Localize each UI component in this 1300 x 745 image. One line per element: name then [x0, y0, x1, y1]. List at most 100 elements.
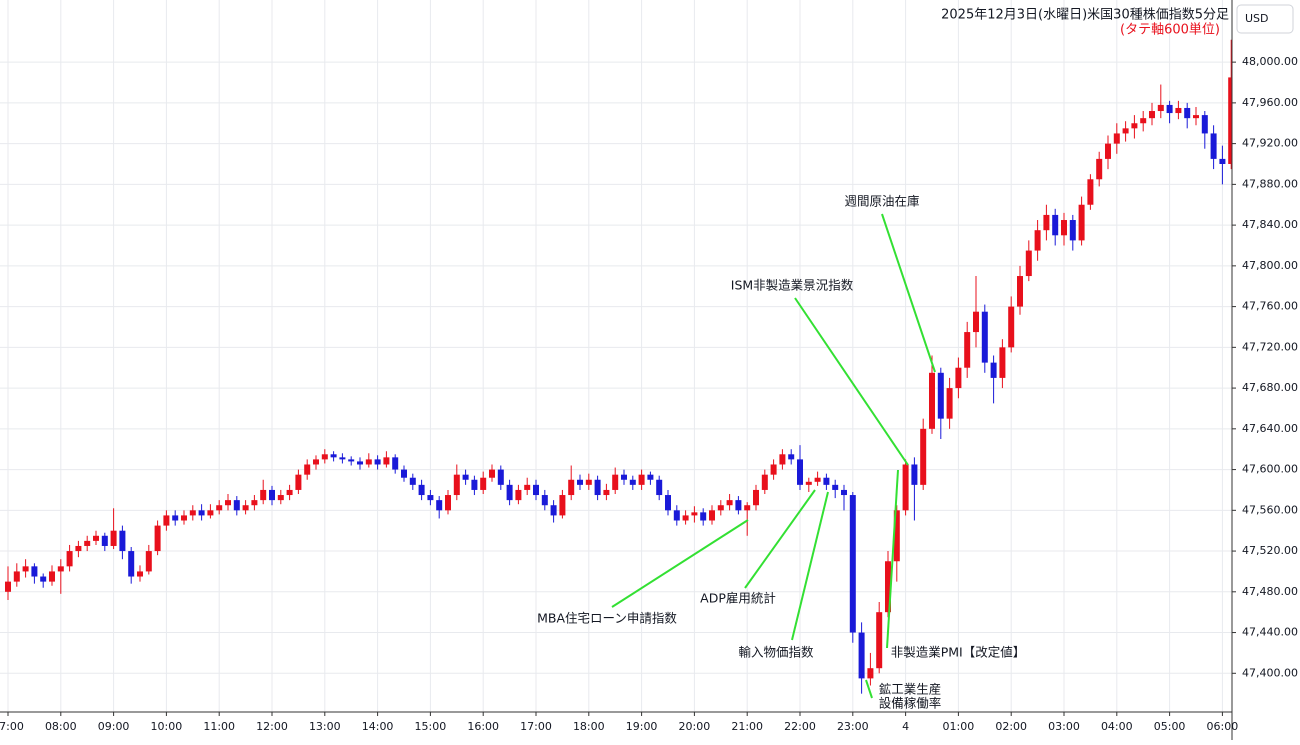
annotation-line — [744, 489, 816, 589]
x-tick-label: 13:00 — [309, 720, 341, 733]
candle-body — [216, 505, 223, 511]
candle-body — [885, 561, 891, 613]
candle-body — [207, 510, 214, 516]
candle-body — [22, 566, 29, 572]
candle-body — [1228, 77, 1232, 164]
candle-body — [31, 566, 38, 577]
x-tick-label: 14:00 — [362, 720, 394, 733]
candle-body — [920, 428, 927, 485]
annotation: 週間原油在庫 — [844, 194, 919, 209]
candle-body — [550, 505, 557, 516]
y-tick-label: 47,600.00 — [1242, 463, 1298, 476]
candle-body — [374, 459, 381, 465]
candle-body — [533, 484, 539, 496]
candle-body — [497, 469, 504, 485]
candle-body — [779, 454, 786, 465]
x-tick-label: 06:00 — [1207, 720, 1239, 733]
candle-body — [1122, 128, 1129, 134]
x-tick-label: 15:00 — [415, 720, 447, 733]
x-tick-label: 05:00 — [1154, 720, 1186, 733]
candle-body — [313, 459, 319, 465]
candle-body — [489, 469, 495, 478]
currency-label[interactable]: USD — [1245, 12, 1269, 25]
candle-body — [225, 500, 231, 506]
y-tick-label: 47,520.00 — [1242, 544, 1298, 557]
annotation: 輸入物価指数 — [738, 645, 814, 660]
candle-body — [1017, 276, 1023, 307]
x-tick-label: 21:00 — [731, 720, 763, 733]
candle-body — [647, 474, 654, 480]
y-tick-label: 48,000.00 — [1242, 55, 1298, 68]
candle-body — [66, 551, 73, 567]
candle-body — [119, 530, 126, 552]
x-tick-label: 04:00 — [1101, 720, 1133, 733]
candle-body — [603, 489, 610, 496]
y-tick-label: 47,440.00 — [1242, 626, 1298, 639]
candle-body — [251, 500, 258, 506]
candle-body — [929, 372, 935, 429]
candle-body — [321, 454, 328, 460]
x-tick-label: 12:00 — [256, 720, 288, 733]
candle-body — [453, 474, 460, 496]
candle-body — [1166, 104, 1173, 114]
candle-body — [964, 332, 971, 368]
candle-body — [277, 495, 284, 501]
candle-body — [823, 477, 830, 485]
candle-body — [233, 500, 240, 511]
candle-body — [638, 474, 645, 485]
candle-body — [154, 525, 161, 552]
candle-body — [805, 481, 812, 485]
candle-body — [735, 500, 742, 511]
x-tick-label: 08:00 — [45, 720, 77, 733]
candle-body — [594, 479, 601, 496]
candle-body — [990, 362, 997, 378]
currency-button[interactable] — [1236, 4, 1294, 34]
candle-body — [753, 489, 759, 506]
candle-body — [5, 581, 11, 592]
candle-body — [665, 495, 671, 511]
candle-body — [568, 479, 575, 496]
candle-body — [181, 515, 187, 521]
candle-body — [93, 535, 99, 541]
candle-body — [876, 612, 883, 669]
candle-body — [418, 484, 425, 496]
candle-body — [1184, 107, 1191, 119]
candle-body — [198, 510, 205, 516]
candle-body — [761, 474, 768, 490]
y-tick-label: 47,960.00 — [1242, 96, 1298, 109]
candle-body — [946, 388, 953, 419]
y-axis: 47,400.00 47,440.00 47,480.00 47,520.00 47,5… — [1232, 55, 1298, 679]
annotation: 設備稼働率 — [879, 696, 942, 711]
candle-body — [893, 510, 900, 562]
candle-body — [401, 469, 407, 478]
x-tick-label: 20:00 — [679, 720, 711, 733]
candle-body — [612, 474, 619, 490]
candle-body — [304, 464, 311, 475]
annotation-line — [611, 519, 749, 608]
candle-body — [1043, 214, 1050, 231]
candle-body — [1131, 123, 1138, 129]
candle-body — [260, 489, 267, 501]
annotation-line — [881, 213, 936, 373]
candle-body — [841, 489, 847, 496]
x-tick-label: 03:00 — [1048, 720, 1080, 733]
candle-body — [295, 474, 302, 490]
candle-body — [999, 347, 1006, 378]
candle-body — [13, 571, 20, 582]
x-tick-label: 4 — [902, 720, 909, 733]
candle-body — [1149, 111, 1155, 119]
chart-subtitle: (タテ軸600単位) — [1120, 22, 1220, 38]
candle-body — [559, 495, 566, 516]
x-tick-label: 09:00 — [98, 720, 130, 733]
candle-body — [1193, 115, 1199, 119]
candle-body — [348, 459, 355, 462]
x-tick-label: 10:00 — [151, 720, 183, 733]
candle-body — [691, 512, 698, 516]
candle-body — [1105, 143, 1111, 159]
candle-body — [365, 459, 372, 465]
candle-body — [629, 479, 636, 485]
x-tick-label: 11:00 — [203, 720, 235, 733]
candle-body — [770, 464, 777, 475]
candle-body — [788, 454, 795, 460]
